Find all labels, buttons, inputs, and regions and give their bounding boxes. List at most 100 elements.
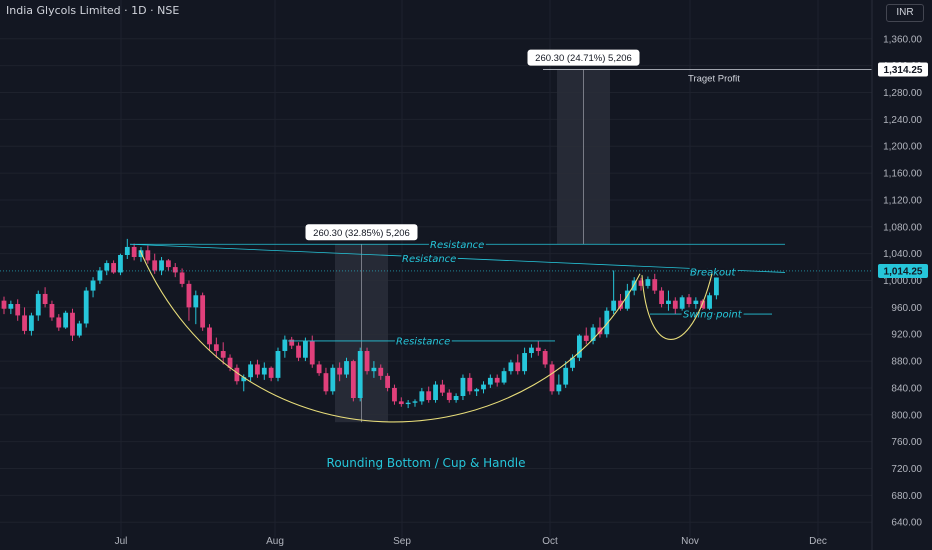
candle-body — [296, 345, 301, 358]
candle-body — [207, 327, 212, 345]
candle-body — [234, 367, 240, 382]
time-tick-label: Oct — [542, 536, 558, 547]
price-tick-label: 1,360.00 — [883, 34, 922, 45]
candle-body — [707, 295, 712, 309]
candle-body — [460, 377, 466, 396]
candle-body — [611, 300, 617, 311]
candle-body — [542, 351, 548, 365]
candle-body — [152, 260, 158, 271]
candle-body — [220, 351, 226, 358]
resistance-label-low: Resistance — [396, 336, 450, 347]
candle-body — [686, 297, 692, 305]
pattern-label: Rounding Bottom / Cup & Handle — [327, 456, 526, 470]
price-tick-label: 720.00 — [891, 464, 922, 475]
candle-body — [597, 327, 603, 335]
time-tick-label: Jul — [115, 536, 128, 547]
candle-body — [8, 304, 14, 309]
resistance-label-top: Resistance — [430, 240, 484, 251]
candle-body — [666, 300, 671, 305]
candle-body — [337, 367, 343, 375]
candle-body — [166, 260, 171, 268]
price-tick-label: 1,280.00 — [883, 88, 922, 99]
candle-body — [35, 293, 41, 316]
measure-label: 260.30 (24.71%) 5,206 — [535, 53, 632, 64]
measure-label: 260.30 (32.85%) 5,206 — [313, 228, 410, 239]
candle-body — [577, 335, 582, 358]
candle-body — [385, 375, 390, 388]
candle-body — [392, 387, 397, 402]
candle-body — [49, 304, 55, 318]
target-label: Traget Profit — [688, 74, 740, 85]
time-tick-label: Dec — [809, 536, 827, 547]
resistance-line-sloped — [129, 243, 786, 273]
axes: 640.00 680.00 720.00 760.00 800.00 840.00 880.… — [115, 0, 928, 550]
candle-body — [124, 246, 130, 255]
price-tick-label: 1,120.00 — [883, 195, 922, 206]
swing-point-label: Swing point — [683, 310, 743, 321]
candle-body — [70, 312, 75, 336]
candle-body — [282, 339, 288, 352]
candle-body — [83, 290, 89, 324]
candle-body — [440, 384, 445, 393]
handle-curve — [641, 273, 713, 340]
candle-body — [90, 280, 96, 291]
time-tick-label: Sep — [393, 536, 411, 547]
candle-body — [261, 367, 267, 375]
candle-body — [316, 364, 322, 374]
measure-label-bg — [305, 224, 418, 241]
price-tick-label: 840.00 — [891, 383, 922, 394]
breakout-label: Breakout — [690, 267, 736, 278]
candle-body — [405, 402, 411, 405]
candle-body — [679, 297, 685, 309]
candle-body — [529, 347, 534, 354]
candle-body — [255, 364, 260, 375]
price-tick-label: 920.00 — [891, 330, 922, 341]
cup-curve — [139, 250, 641, 423]
candle-body — [193, 295, 199, 308]
candle-body — [556, 384, 562, 392]
price-tick-label: 800.00 — [891, 410, 922, 421]
candle-body — [289, 339, 295, 346]
candle-body — [412, 401, 418, 403]
candle-body — [97, 270, 103, 281]
candle-body — [118, 255, 123, 273]
candle-body — [15, 304, 21, 316]
candle-body — [330, 367, 336, 392]
candle-body — [371, 367, 377, 372]
candle-body — [186, 283, 192, 308]
candle-body — [275, 351, 281, 378]
candle-body — [481, 384, 486, 390]
candle-body — [1, 300, 7, 309]
candle-body — [63, 312, 69, 328]
candle-body — [172, 267, 178, 273]
candle-body — [364, 351, 370, 372]
candle-body — [522, 353, 527, 372]
time-tick-label: Nov — [681, 536, 699, 547]
current-price-text: 1,014.25 — [884, 266, 923, 277]
candle-body — [563, 367, 569, 385]
price-tick-label: 760.00 — [891, 437, 922, 448]
candle-body — [515, 362, 521, 372]
candle-body — [323, 373, 329, 392]
candle-body — [426, 391, 432, 401]
currency-button[interactable]: INR — [886, 4, 924, 22]
candle-body — [248, 364, 253, 378]
target-price-text: 1,314.25 — [884, 65, 923, 76]
target-price-tag — [878, 62, 928, 77]
candle-body — [227, 357, 233, 368]
candle-body — [446, 392, 452, 401]
candle-body — [652, 279, 658, 291]
candle-body — [453, 396, 459, 401]
candle-body — [474, 389, 480, 392]
candle-body — [494, 377, 500, 383]
time-tick-label: Aug — [266, 536, 284, 547]
candle-body — [645, 279, 651, 286]
price-tick-label: 1,240.00 — [883, 115, 922, 126]
candle-body — [487, 377, 493, 385]
candle-body — [583, 335, 589, 341]
price-tick-label: 1,040.00 — [883, 249, 922, 260]
candle-body — [378, 367, 384, 376]
symbol-title[interactable]: India Glycols Limited · 1D · NSE — [6, 4, 180, 17]
candle-body — [145, 250, 151, 261]
